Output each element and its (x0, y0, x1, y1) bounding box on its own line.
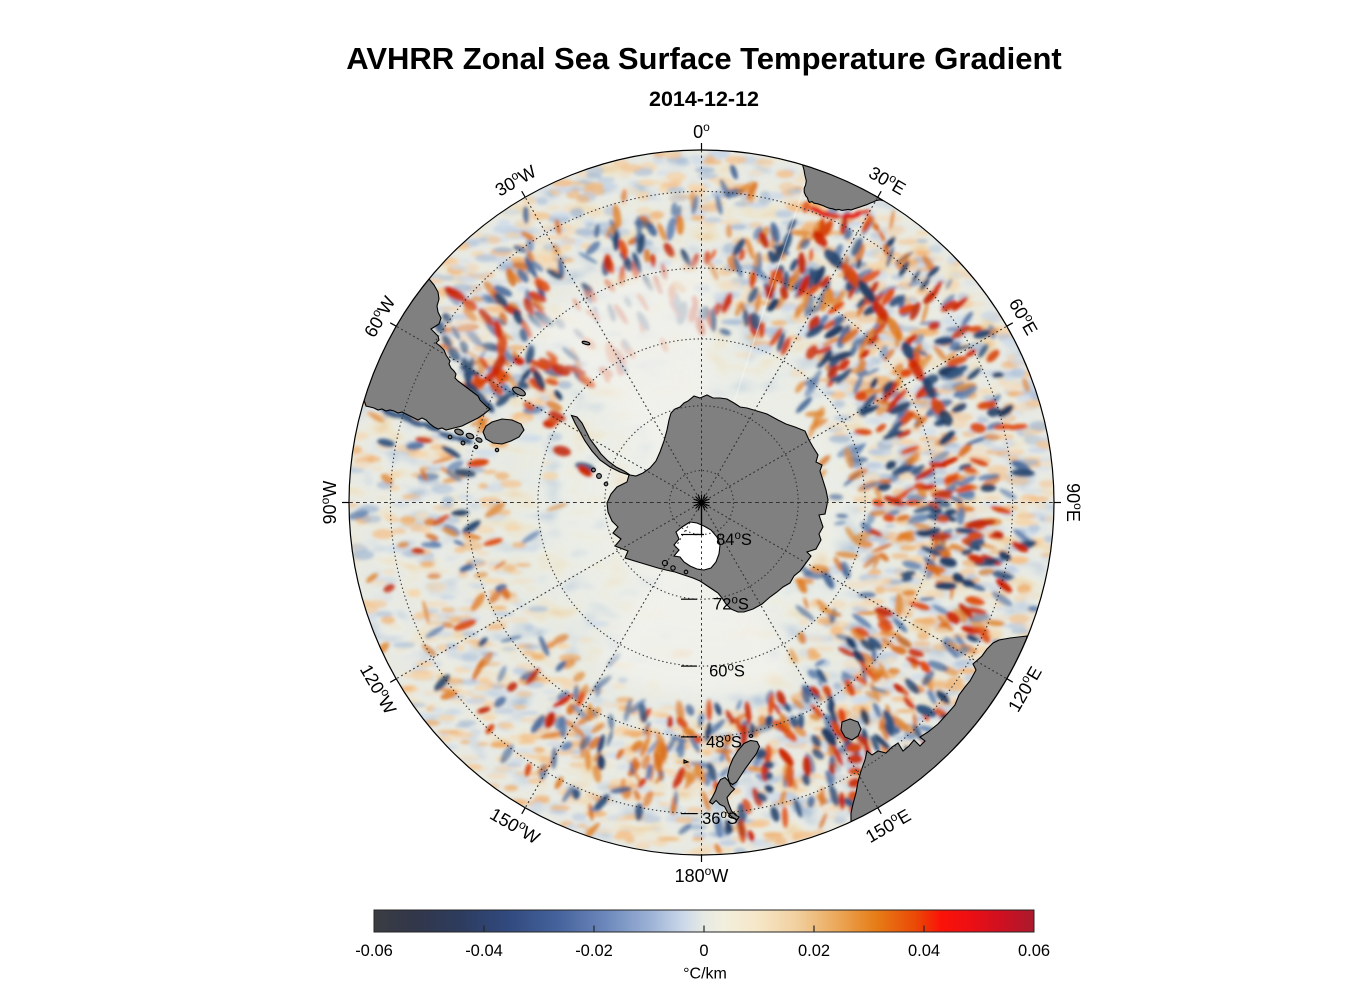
svg-text:90oW: 90oW (318, 481, 340, 525)
svg-text:60oS: 60oS (709, 662, 745, 681)
svg-text:2014-12-12: 2014-12-12 (649, 87, 759, 111)
svg-text:84oS: 84oS (716, 530, 752, 549)
svg-text:72oS: 72oS (713, 595, 749, 614)
svg-text:0.02: 0.02 (798, 942, 830, 960)
svg-text:0: 0 (699, 942, 708, 960)
svg-text:48oS: 48oS (706, 732, 742, 751)
svg-text:90oE: 90oE (1063, 483, 1085, 522)
svg-text:°C/km: °C/km (683, 966, 727, 983)
svg-text:AVHRR Zonal Sea Surface Temper: AVHRR Zonal Sea Surface Temperature Grad… (346, 41, 1061, 76)
svg-text:180oW: 180oW (675, 864, 729, 886)
svg-text:0o: 0o (693, 120, 710, 142)
svg-text:0.04: 0.04 (908, 942, 940, 960)
svg-text:-0.04: -0.04 (465, 942, 503, 960)
svg-text:-0.02: -0.02 (575, 942, 613, 960)
svg-text:-0.06: -0.06 (355, 942, 393, 960)
svg-text:0.06: 0.06 (1018, 942, 1050, 960)
svg-text:36oS: 36oS (702, 809, 738, 828)
